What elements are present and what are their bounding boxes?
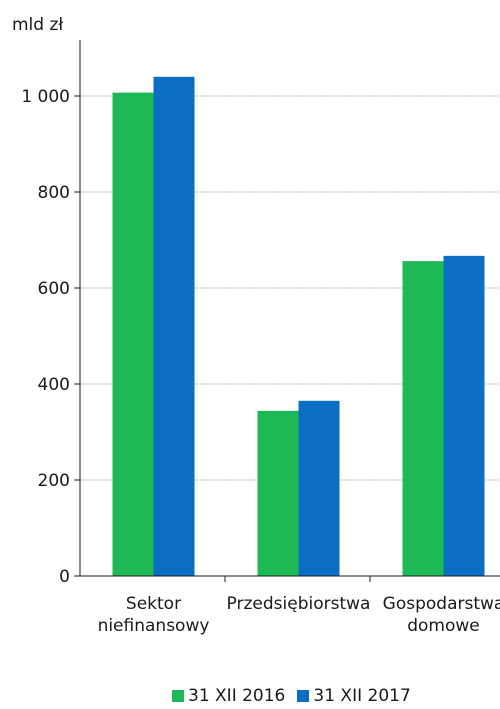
bars — [112, 76, 485, 577]
y-tick-label-200: 200 — [38, 471, 70, 491]
bar-2016-cat-1 — [257, 410, 299, 576]
x-category-label-line-1-0: Przedsiębiorstwa — [227, 594, 371, 614]
x-category-label-line-2-1: domowe — [407, 616, 480, 636]
bar-2016-cat-2 — [402, 261, 444, 576]
legend-item-2016: 31 XII 2016 — [172, 686, 285, 706]
legend: 31 XII 2016 31 XII 2017 — [0, 686, 500, 706]
x-category-label-1: Przedsiębiorstwa — [227, 594, 371, 614]
y-tick-label-0: 0 — [59, 567, 70, 587]
x-category-label-line-0-1: niefinansowy — [98, 616, 210, 636]
legend-item-2017: 31 XII 2017 — [297, 686, 411, 706]
y-tick-label-800: 800 — [38, 183, 70, 203]
x-category-label-0: Sektor niefinansowy — [98, 594, 210, 636]
y-tick-label-1000: 1 000 — [21, 87, 70, 107]
y-tick-label-400: 400 — [38, 375, 70, 395]
legend-label-2017: 31 XII 2017 — [313, 686, 411, 706]
x-category-label-line-0-0: Sektor — [126, 594, 181, 614]
legend-swatch-2016 — [172, 690, 184, 702]
bar-2017-cat-2 — [443, 255, 485, 576]
y-unit-label: mld zł — [12, 15, 63, 35]
axes — [74, 40, 500, 582]
bar-chart: mld zł 0 200 400 600 800 1 000 Sektor niefinanso… — [12, 15, 500, 636]
y-tick-label-600: 600 — [38, 279, 70, 299]
x-category-label-2: Gospodarstwa domowe — [383, 594, 500, 636]
x-category-label-line-2-0: Gospodarstwa — [383, 594, 500, 614]
labels: mld zł 0 200 400 600 800 1 000 Sektor niefinanso… — [12, 15, 500, 636]
bar-2017-cat-0 — [153, 76, 195, 577]
legend-swatch-2017 — [297, 690, 310, 702]
bar-2017-cat-1 — [298, 400, 340, 576]
bar-2016-cat-0 — [112, 92, 154, 576]
legend-label-2016: 31 XII 2016 — [188, 686, 286, 706]
